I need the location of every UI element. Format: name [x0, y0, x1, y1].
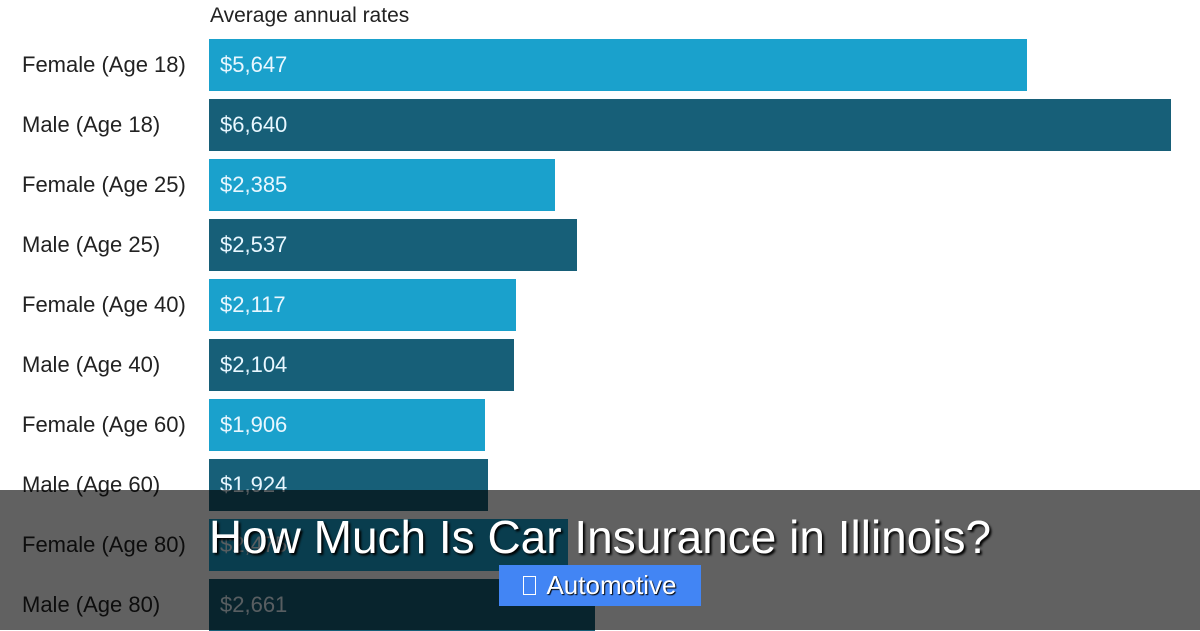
category-badge-label: Automotive	[546, 570, 677, 600]
chart-row: Female (Age 25) $2,385	[0, 159, 1200, 211]
bar[interactable]: $2,117	[209, 279, 516, 331]
category-label: Female (Age 60)	[22, 412, 186, 437]
folder-icon	[523, 576, 537, 595]
bar[interactable]: $1,906	[209, 399, 485, 451]
bar-value-label: $2,117	[220, 292, 286, 317]
bar[interactable]: $5,647	[209, 39, 1027, 91]
category-label: Female (Age 25)	[22, 172, 186, 197]
chart-row: Female (Age 60) $1,906	[0, 399, 1200, 451]
bar[interactable]: $2,385	[209, 159, 555, 211]
bar-value-label: $2,537	[220, 232, 288, 257]
bar[interactable]: $2,104	[209, 339, 514, 391]
chart-row: Male (Age 40) $2,104	[0, 339, 1200, 391]
category-label: Female (Age 18)	[22, 52, 186, 77]
bar-value-label: $6,640	[220, 112, 288, 137]
bar-value-label: $2,104	[220, 352, 288, 377]
category-label: Female (Age 40)	[22, 292, 186, 317]
chart-row: Male (Age 25) $2,537	[0, 219, 1200, 271]
category-badge[interactable]: Automotive	[499, 565, 701, 606]
bar[interactable]: $2,537	[209, 219, 577, 271]
category-label: Male (Age 18)	[22, 112, 161, 137]
chart-row: Female (Age 40) $2,117	[0, 279, 1200, 331]
chart-row: Female (Age 18) $5,647	[0, 39, 1200, 91]
bar-value-label: $2,385	[220, 172, 288, 197]
category-label: Male (Age 40)	[22, 352, 161, 377]
bar[interactable]: $6,640	[209, 99, 1171, 151]
article-headline[interactable]: How Much Is Car Insurance in Illinois?	[208, 511, 992, 563]
chart-row: Male (Age 18) $6,640	[0, 99, 1200, 151]
bar-value-label: $5,647	[220, 52, 288, 77]
chart-title: Average annual rates	[210, 4, 410, 27]
title-overlay	[0, 490, 1200, 630]
bar-value-label: $1,906	[220, 412, 288, 437]
category-label: Male (Age 25)	[22, 232, 161, 257]
